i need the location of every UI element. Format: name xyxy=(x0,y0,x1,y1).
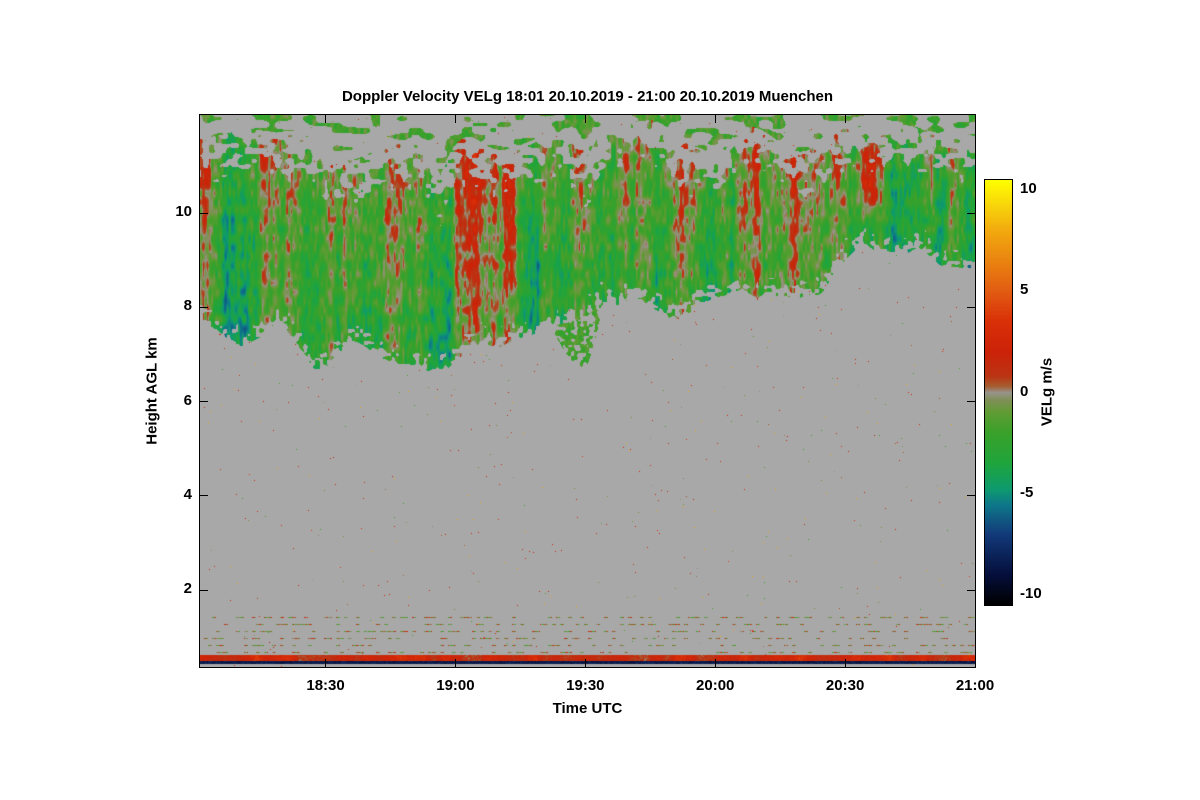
plot-area xyxy=(199,114,976,668)
y-tick-label: 10 xyxy=(175,203,192,221)
x-tick-label: 21:00 xyxy=(955,677,995,694)
y-tick-mark xyxy=(200,401,208,403)
colorbar-tick-label: 5 xyxy=(1020,281,1029,299)
y-tick-mark-right xyxy=(967,306,975,308)
x-tick-mark xyxy=(974,659,976,667)
y-tick-mark xyxy=(200,212,208,214)
x-tick-mark-top xyxy=(844,115,846,123)
x-tick-mark-top xyxy=(974,115,976,123)
colorbar xyxy=(984,179,1013,606)
x-tick-label: 20:00 xyxy=(696,677,735,694)
heatmap-canvas xyxy=(200,115,975,667)
colorbar-tick-label: 10 xyxy=(1020,180,1037,198)
x-tick-mark xyxy=(584,659,586,667)
y-tick-mark xyxy=(200,306,208,308)
y-tick-label: 6 xyxy=(183,391,192,409)
y-tick-mark xyxy=(200,589,208,591)
x-tick-mark xyxy=(454,659,456,667)
x-tick-mark xyxy=(325,659,327,667)
x-tick-mark-top xyxy=(325,115,327,123)
x-tick-label: 19:30 xyxy=(566,677,605,694)
y-tick-mark-right xyxy=(967,401,975,403)
y-tick-label: 2 xyxy=(183,580,192,598)
x-tick-mark xyxy=(844,659,846,667)
y-tick-label: 8 xyxy=(183,297,192,315)
x-tick-label: 19:00 xyxy=(436,677,475,694)
y-tick-mark xyxy=(200,495,208,497)
colorbar-tick-label: -5 xyxy=(1020,483,1034,501)
chart-title: Doppler Velocity VELg 18:01 20.10.2019 -… xyxy=(341,88,834,105)
x-tick-mark-top xyxy=(584,115,586,123)
y-tick-mark-right xyxy=(967,495,975,497)
x-axis-title: Time UTC xyxy=(552,700,623,717)
y-tick-label: 4 xyxy=(183,485,192,503)
x-tick-mark-top xyxy=(714,115,716,123)
x-tick-mark-top xyxy=(454,115,456,123)
colorbar-tick-label: 0 xyxy=(1020,382,1029,400)
colorbar-tick-label: -10 xyxy=(1020,584,1042,602)
x-tick-label: 18:30 xyxy=(306,677,345,694)
colorbar-canvas xyxy=(985,180,1012,605)
x-tick-mark xyxy=(714,659,716,667)
y-tick-mark-right xyxy=(967,589,975,591)
x-tick-label: 20:30 xyxy=(825,677,865,694)
y-tick-mark-right xyxy=(967,212,975,214)
